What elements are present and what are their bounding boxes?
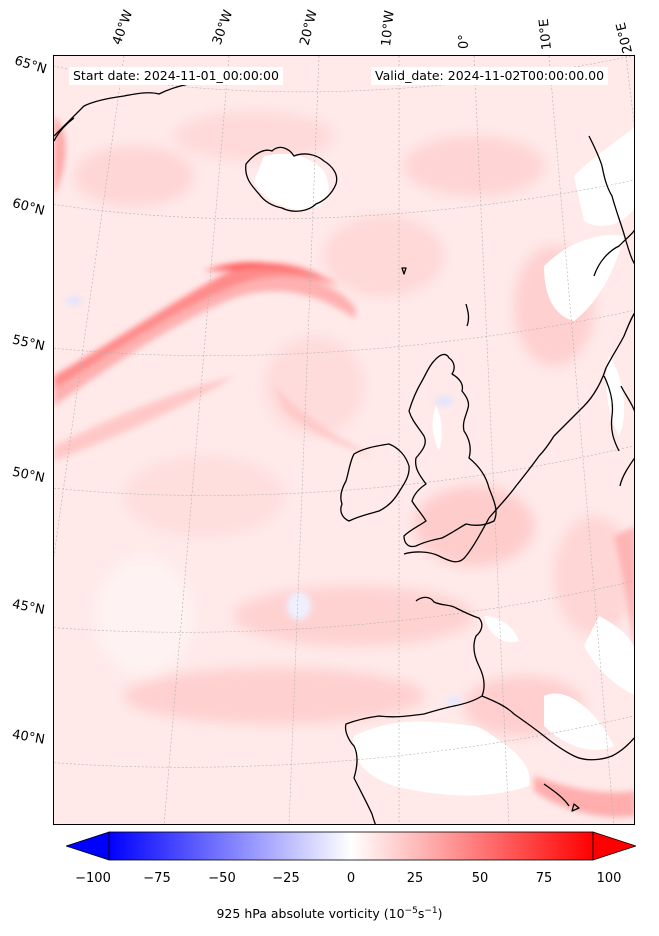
map-panel: Start date: 2024-11-01_00:00:00 Valid_da… (53, 55, 635, 825)
colorbar-tick: 0 (346, 871, 356, 886)
denmark-coast (603, 375, 620, 452)
vorticity-field (54, 56, 634, 824)
lat-label-55n: 55°N (10, 332, 47, 355)
lat-label-60n: 60°N (10, 196, 47, 219)
lon-label-10w: 10°W (379, 9, 398, 48)
shetland-coast (465, 303, 470, 327)
graticule (54, 56, 634, 824)
vorticity-band (54, 262, 356, 406)
iberia-coast (344, 713, 425, 824)
mediterranean-coast (481, 695, 634, 761)
france-coast (415, 596, 485, 697)
norway-south-coast (538, 312, 634, 457)
masked-land (254, 127, 634, 796)
colorbar-tick: 75 (535, 871, 553, 886)
iceland-coast (245, 146, 338, 212)
greenland-coast-west (54, 117, 75, 142)
colorbar-extend-min (66, 831, 110, 861)
ireland-coast (340, 443, 410, 522)
lat-label-40n: 40°N (10, 727, 46, 748)
coastlines (54, 83, 634, 824)
colorbar-gradient (108, 831, 594, 861)
start-date-label: Start date: 2024-11-01_00:00:00 (69, 67, 283, 85)
colorbar (66, 831, 636, 861)
colorbar-tick: 100 (596, 871, 622, 886)
valid-date-label: Valid_date: 2024-11-02T00:00:00.00 (371, 67, 609, 85)
secondary-bands (54, 116, 634, 817)
lon-label-20e: 20°E (613, 20, 636, 55)
colorbar-tick: −75 (143, 871, 171, 886)
colorbar-tick: 25 (406, 871, 424, 886)
greenland-coast (54, 83, 190, 137)
colorbar-extend-max (592, 831, 636, 861)
colorbar-tick: −25 (272, 871, 300, 886)
lat-label-45n: 45°N (10, 597, 46, 618)
north-sea-coast (403, 455, 540, 563)
lon-label-20w: 20°W (297, 8, 321, 47)
colorbar-label: 925 hPa absolute vorticity (10−5s−1) (216, 906, 443, 922)
colorbar-tick: −50 (208, 871, 236, 886)
biscay-coast (423, 695, 483, 715)
colorbar-tick: −100 (75, 871, 111, 886)
lat-label-50n: 50°N (10, 464, 46, 487)
colorbar-tick: 50 (471, 871, 489, 886)
lat-label-65n: 65°N (12, 53, 49, 78)
lon-label-40w: 40°W (109, 8, 137, 47)
norway-coast (593, 229, 634, 277)
balearic-coast (543, 783, 570, 807)
great-britain-coast (403, 353, 497, 548)
lon-label-0: 0° (457, 34, 472, 49)
lon-label-10e: 10°E (536, 17, 555, 51)
norway-west-coast (588, 135, 634, 265)
lon-label-30w: 30°W (209, 8, 237, 47)
